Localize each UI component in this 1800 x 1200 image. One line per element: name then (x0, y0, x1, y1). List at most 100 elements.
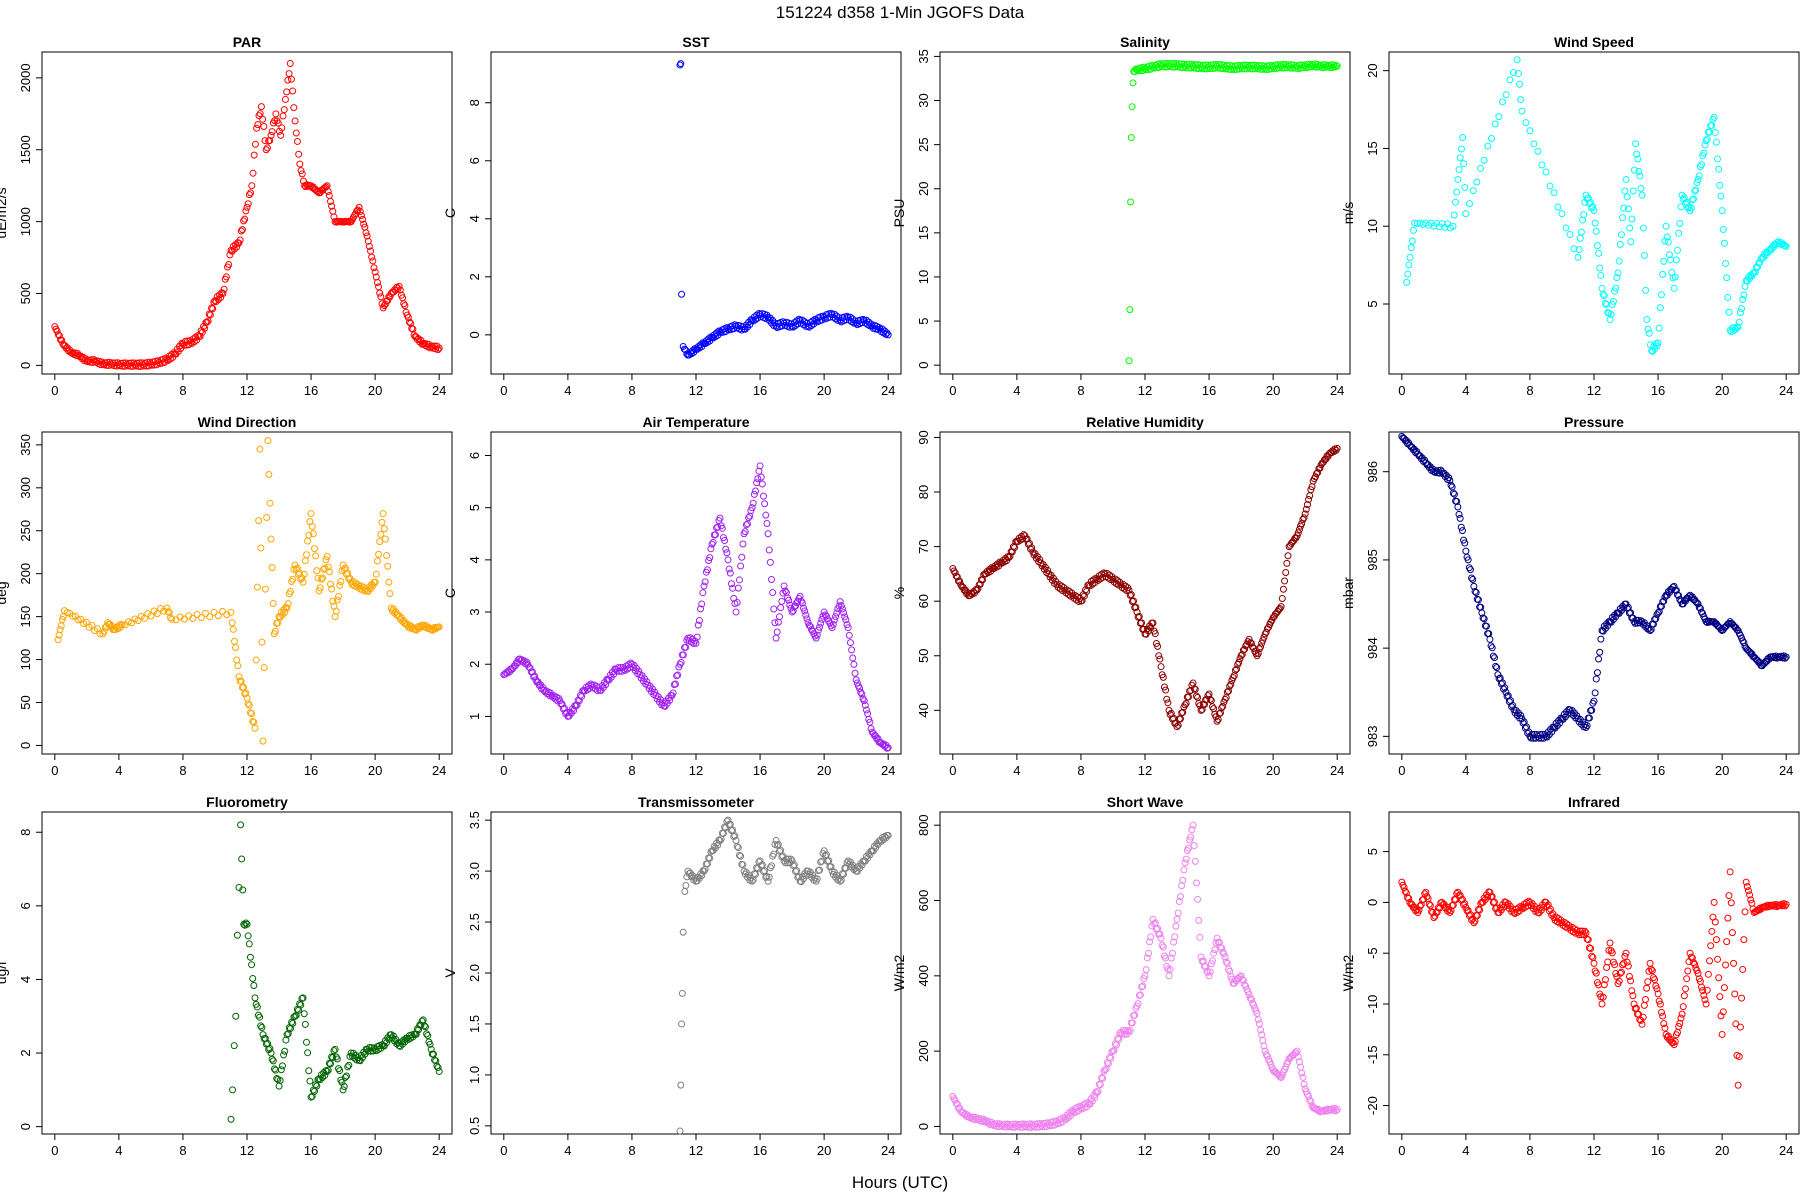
data-point (1781, 242, 1789, 250)
data-point (1401, 887, 1409, 895)
data-point (1196, 933, 1204, 941)
data-point (1514, 70, 1522, 78)
data-point (1620, 604, 1628, 612)
x-tick-label: 8 (179, 1143, 186, 1158)
data-point (1404, 270, 1412, 278)
data-point (376, 538, 384, 546)
data-point (777, 846, 785, 854)
data-point (1595, 655, 1603, 663)
data-point (1122, 1026, 1130, 1034)
data-point (1226, 682, 1234, 690)
data-point (1422, 888, 1430, 896)
data-point (1448, 483, 1456, 491)
data-point (1470, 582, 1478, 590)
data-point (1491, 120, 1499, 128)
data-point (739, 540, 747, 548)
data-point (1431, 912, 1439, 920)
panel-title: Pressure (1564, 414, 1624, 430)
data-point (1588, 706, 1596, 714)
data-point (281, 1047, 289, 1055)
data-point (1632, 140, 1640, 148)
data-point (1592, 969, 1600, 977)
y-tick-label: 8 (18, 829, 33, 836)
data-point (1612, 284, 1620, 292)
data-point (1473, 178, 1481, 186)
data-point (289, 575, 297, 583)
data-point (724, 556, 732, 564)
data-point (965, 1113, 973, 1121)
data-point (777, 604, 785, 612)
data-point (842, 616, 850, 624)
y-tick-label: 10 (916, 270, 931, 284)
data-point (1442, 471, 1450, 479)
data-point (1740, 291, 1748, 299)
data-point (758, 861, 766, 869)
x-tick-label: 24 (1330, 763, 1344, 778)
data-point (1405, 894, 1413, 902)
series-relative-humidity (949, 444, 1341, 731)
data-point (1608, 301, 1616, 309)
data-point (248, 961, 256, 969)
data-point (1202, 963, 1210, 971)
data-point (1292, 1049, 1300, 1057)
data-point (1600, 981, 1608, 989)
data-point (1454, 503, 1462, 511)
data-point (1227, 680, 1235, 688)
data-point (721, 536, 729, 544)
data-point (1275, 1071, 1283, 1079)
y-tick-label: 600 (916, 890, 931, 912)
data-point (305, 531, 313, 539)
data-point (1513, 56, 1521, 64)
data-point (386, 590, 394, 598)
data-point (1595, 249, 1603, 257)
data-point (1639, 224, 1647, 232)
data-point (1223, 61, 1231, 69)
data-point (1566, 231, 1574, 239)
x-tick-label: 0 (949, 1143, 956, 1158)
x-tick-label: 24 (432, 383, 446, 398)
data-point (784, 859, 792, 867)
data-point (1472, 589, 1480, 597)
data-point (329, 1054, 337, 1062)
data-point (306, 1077, 314, 1085)
data-point (1701, 141, 1709, 149)
data-point (54, 636, 62, 644)
data-point (773, 841, 781, 849)
data-point (750, 870, 758, 878)
data-point (1629, 187, 1637, 195)
data-point (810, 320, 818, 328)
series-air-temperature (500, 462, 892, 752)
data-point (206, 613, 214, 621)
data-point (206, 311, 214, 319)
x-tick-label: 0 (1398, 1143, 1405, 1158)
data-point (280, 106, 288, 114)
y-axis-label: C (442, 208, 458, 218)
data-point (411, 625, 419, 633)
data-point (395, 282, 403, 290)
data-point (319, 1074, 327, 1082)
data-point (1295, 1058, 1303, 1066)
data-point (1584, 936, 1592, 944)
x-tick-label: 0 (51, 763, 58, 778)
data-point (1254, 649, 1262, 657)
data-point (1210, 949, 1218, 957)
data-point (734, 844, 742, 852)
data-point (259, 115, 267, 123)
data-point (787, 855, 795, 863)
data-point (251, 994, 259, 1002)
data-point (1634, 155, 1642, 163)
y-tick-label: 2.5 (467, 913, 482, 931)
data-point (1585, 944, 1593, 952)
data-point (1196, 702, 1204, 710)
data-point (423, 1030, 431, 1038)
data-point (1302, 505, 1310, 513)
data-point (1109, 1047, 1117, 1055)
data-point (1126, 1026, 1134, 1034)
data-point (1192, 692, 1200, 700)
data-point (1577, 228, 1585, 236)
data-point (336, 581, 344, 589)
data-point (1654, 990, 1662, 998)
x-tick-label: 24 (432, 763, 446, 778)
data-point (1588, 952, 1596, 960)
data-point (765, 546, 773, 554)
